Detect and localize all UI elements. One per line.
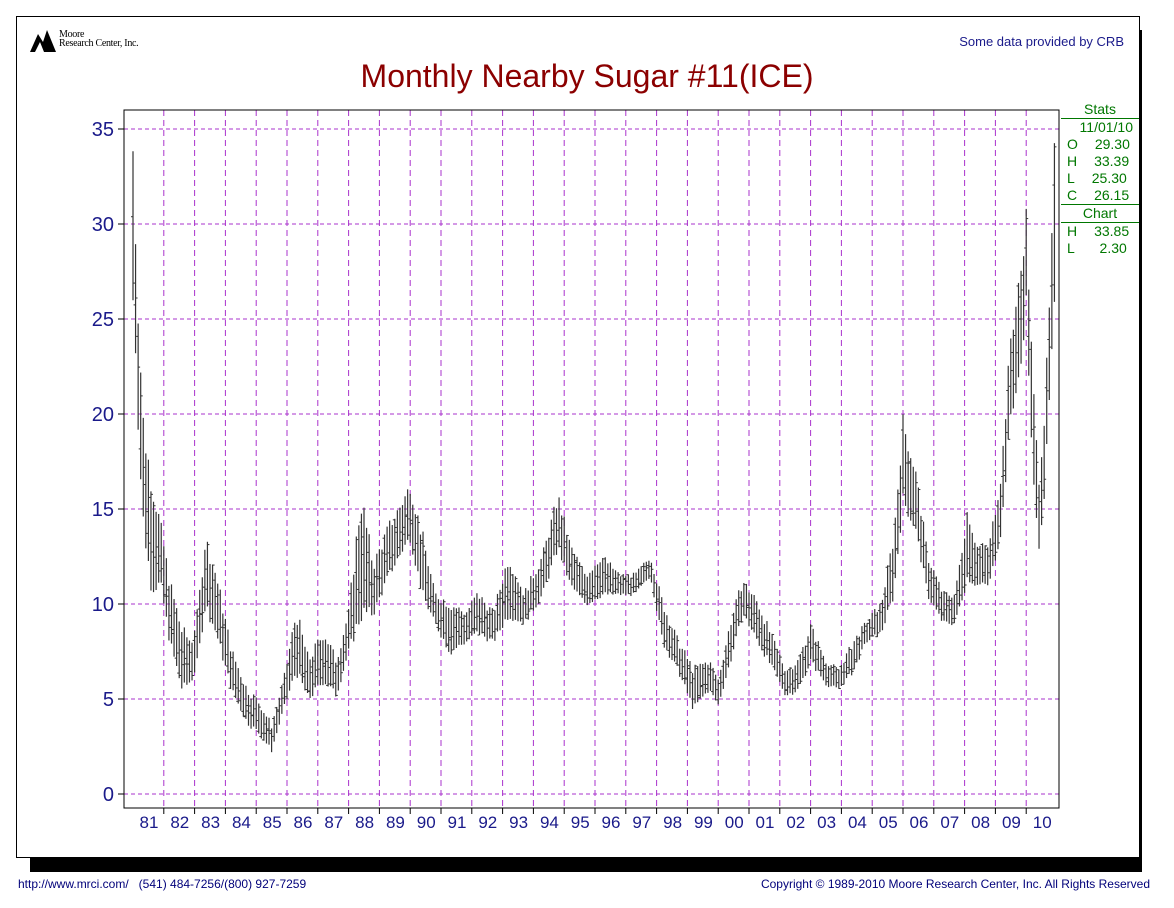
stat-h: H 33.39: [1061, 153, 1139, 170]
y-tick-label: 25: [92, 309, 114, 331]
stat-label: C: [1067, 187, 1078, 203]
x-tick-label: 99: [694, 813, 713, 832]
stats-date: 11/01/10: [1079, 119, 1133, 135]
stat-l: L 25.30: [1061, 170, 1139, 187]
chart-stats-title: Chart: [1061, 204, 1139, 223]
chart-stat-label: H: [1067, 223, 1078, 239]
x-tick-label: 00: [725, 813, 744, 832]
y-tick-label: 35: [92, 119, 114, 141]
chart-frame: [16, 16, 1140, 858]
y-tick-label: 15: [92, 499, 114, 521]
x-tick-label: 92: [478, 813, 497, 832]
chart-stat-value: 2.30: [1099, 240, 1127, 256]
stat-label: L: [1067, 170, 1075, 186]
x-tick-label: 06: [910, 813, 929, 832]
data-credit: Some data provided by CRB: [959, 34, 1124, 49]
stat-o: O 29.30: [1061, 136, 1139, 153]
y-tick-label: 20: [92, 404, 114, 426]
x-tick-label: 84: [232, 813, 251, 832]
stat-label: H: [1067, 153, 1078, 169]
x-tick-label: 85: [263, 813, 282, 832]
stat-label: O: [1067, 136, 1078, 152]
y-tick-label: 30: [92, 214, 114, 236]
logo-line2: Research Center, Inc.: [59, 38, 139, 49]
x-tick-label: 02: [786, 813, 805, 832]
x-tick-label: 05: [879, 813, 898, 832]
x-tick-label: 94: [540, 813, 559, 832]
x-tick-label: 08: [971, 813, 990, 832]
chart-stat-label: L: [1067, 240, 1075, 256]
y-tick-label: 0: [103, 784, 114, 806]
chart-stat-l: L 2.30: [1061, 240, 1139, 257]
x-tick-label: 91: [448, 813, 467, 832]
grid-layer: [124, 110, 1059, 808]
x-tick-label: 95: [571, 813, 590, 832]
stats-panel: Stats 11/01/10 O 29.30 H 33.39 L 25.30 C 26.15 …: [1061, 101, 1139, 257]
x-tick-label: 97: [632, 813, 651, 832]
x-tick-label: 83: [201, 813, 220, 832]
chart-stat-value: 33.85: [1094, 223, 1130, 239]
x-tick-label: 82: [170, 813, 189, 832]
footer-copyright: Copyright © 1989-2010 Moore Research Cen…: [760, 877, 1150, 891]
y-tick-label: 5: [103, 689, 114, 711]
stats-title: Stats: [1061, 101, 1139, 119]
x-tick-label: 96: [602, 813, 621, 832]
stat-value: 26.15: [1094, 187, 1130, 203]
x-tick-label: 93: [509, 813, 528, 832]
chart-title: Monthly Nearby Sugar #11(ICE): [360, 58, 814, 94]
x-tick-label: 01: [756, 813, 775, 832]
x-tick-label: 87: [324, 813, 343, 832]
chart-stat-h: H 33.85: [1061, 223, 1139, 240]
x-tick-label: 03: [817, 813, 836, 832]
x-tick-label: 07: [940, 813, 959, 832]
x-tick-label: 98: [663, 813, 682, 832]
x-tick-label: 81: [140, 813, 159, 832]
stat-c: C 26.15: [1061, 187, 1139, 204]
stat-value: 29.30: [1094, 136, 1130, 152]
x-tick-label: 86: [294, 813, 313, 832]
stat-value: 33.39: [1094, 153, 1130, 169]
logo-line1: Moore: [59, 29, 85, 40]
x-tick-label: 90: [417, 813, 436, 832]
mountain-logo-icon: [30, 30, 56, 52]
y-tick-label: 10: [92, 594, 114, 616]
footer-contact: http://www.mrci.com/ (541) 484-7256/(800…: [18, 877, 307, 891]
x-tick-label: 89: [386, 813, 405, 832]
x-tick-label: 04: [848, 813, 867, 832]
x-tick-label: 09: [1002, 813, 1021, 832]
price-bars: [131, 143, 1057, 753]
x-tick-label: 88: [355, 813, 374, 832]
x-tick-label: 10: [1033, 813, 1052, 832]
stat-value: 25.30: [1091, 170, 1127, 186]
plot-area: [123, 109, 1060, 809]
moore-logo: Moore Research Center, Inc.: [30, 29, 139, 52]
